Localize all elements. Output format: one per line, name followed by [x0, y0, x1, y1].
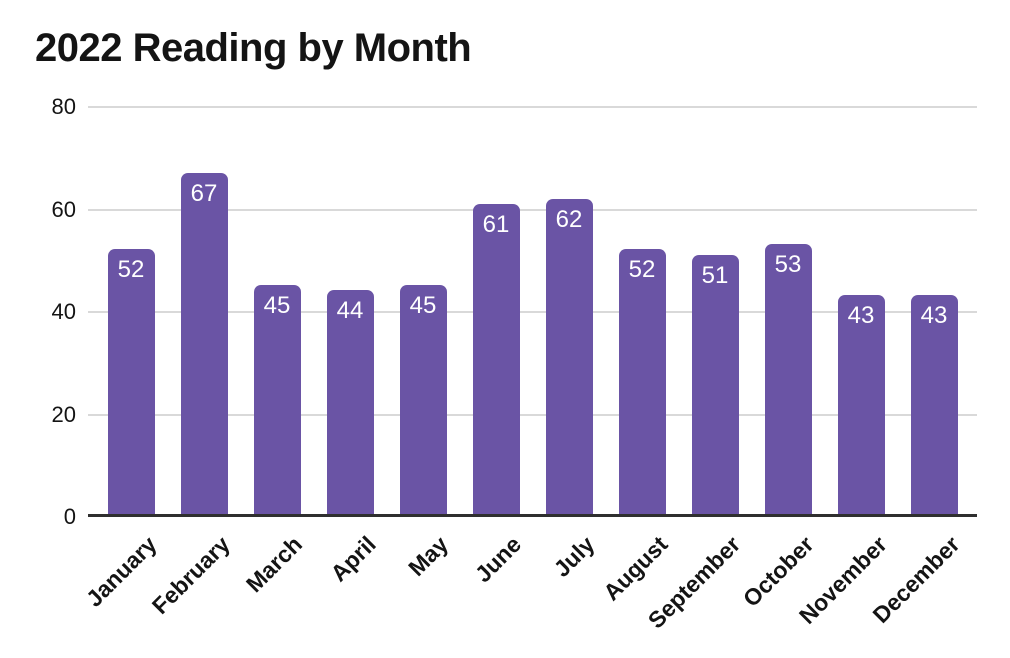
y-axis-labels: 0 20 40 60 80 — [0, 94, 76, 529]
value-label-january: 52 — [117, 256, 145, 284]
bar-september[interactable]: 51 — [691, 254, 739, 514]
gridline-40 — [88, 311, 977, 313]
y-tick-label-20: 20 — [51, 401, 76, 427]
x-tick-label-february: February — [146, 531, 235, 619]
x-tick-label-june: June — [470, 531, 527, 588]
bar-november[interactable]: 43 — [837, 295, 885, 514]
bar-april[interactable]: 44 — [326, 290, 374, 514]
y-tick-label-0: 0 — [63, 504, 76, 529]
value-label-october: 53 — [774, 251, 802, 279]
bar-group-august: 52 August — [598, 107, 672, 605]
bar-december[interactable]: 43 — [910, 295, 958, 514]
x-tick-label-april: April — [324, 531, 381, 587]
gridline-20 — [88, 413, 977, 416]
y-tick-label-40: 40 — [51, 299, 76, 324]
chart-title: 2022 Reading by Month — [35, 26, 472, 70]
bar-group-december: 43 December — [867, 107, 964, 628]
bar-group-july: 62 July — [545, 107, 599, 582]
bar-group-march: 45 March — [241, 107, 307, 597]
gridline-60 — [88, 208, 977, 211]
bars-container: 52 January 67 February 45 March 44 April 45 May 61… — [81, 107, 977, 633]
bar-march[interactable]: 45 — [253, 285, 301, 514]
value-label-june: 61 — [482, 210, 510, 238]
bar-january[interactable]: 52 — [107, 249, 155, 514]
value-label-april: 44 — [336, 297, 364, 325]
bar-group-september: 51 September — [643, 107, 745, 633]
bar-group-february: 67 February — [146, 107, 234, 619]
x-tick-label-may: May — [403, 531, 454, 582]
bar-july[interactable]: 62 — [545, 198, 593, 514]
bar-june[interactable]: 61 — [472, 203, 520, 514]
value-label-november: 43 — [847, 302, 875, 330]
gridline-80 — [88, 106, 977, 108]
value-label-august: 52 — [628, 256, 656, 284]
y-tick-label-80: 80 — [51, 94, 76, 119]
bar-group-november: 43 November — [793, 107, 891, 629]
plot-area: 52 January 67 February 45 March 44 April 45 May 61… — [81, 106, 977, 633]
value-label-december: 43 — [920, 302, 948, 330]
x-tick-label-march: March — [241, 531, 308, 598]
bar-group-may: 45 May — [399, 107, 453, 581]
y-tick-label-60: 60 — [51, 196, 76, 222]
bar-may[interactable]: 45 — [399, 285, 447, 514]
bar-february[interactable]: 67 — [180, 173, 228, 514]
value-label-february: 67 — [190, 180, 218, 208]
value-label-july: 62 — [555, 205, 583, 233]
value-label-september: 51 — [701, 261, 729, 289]
x-tick-label-july: July — [548, 531, 600, 582]
bar-august[interactable]: 52 — [618, 249, 666, 514]
value-label-march: 45 — [263, 292, 291, 320]
bar-october[interactable]: 53 — [764, 244, 812, 514]
bar-group-january: 52 January — [81, 107, 161, 612]
bar-group-april: 44 April — [325, 107, 380, 586]
value-label-may: 45 — [409, 292, 437, 320]
bar-group-october: 53 October — [738, 107, 818, 612]
bar-group-june: 61 June — [470, 107, 526, 587]
